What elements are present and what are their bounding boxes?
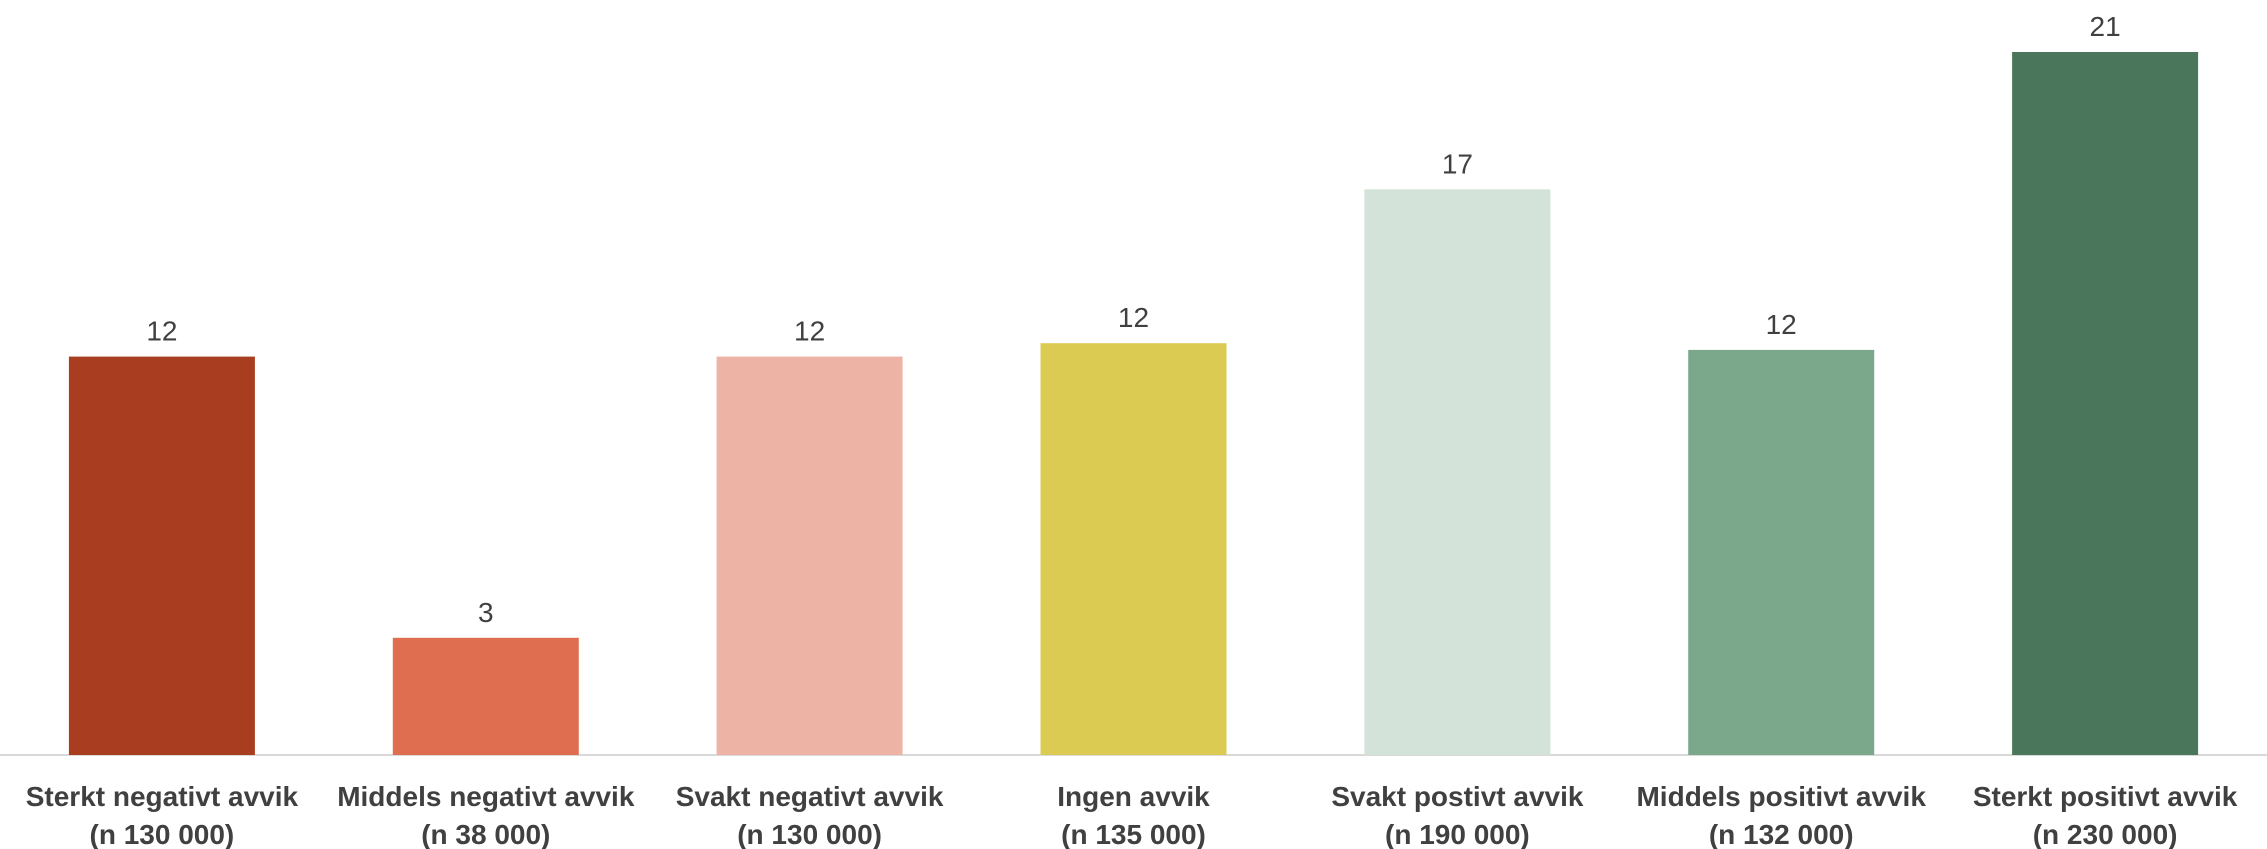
category-label-4: Ingen avvik <box>1057 781 1210 812</box>
data-labels-group: 12 3 12 12 17 12 21 <box>146 11 2120 628</box>
category-label-7: Sterkt positivt avvik <box>1973 781 2238 812</box>
category-label-2: Middels negativt avvik <box>337 781 635 812</box>
category-count-1: (n 130 000) <box>90 819 235 849</box>
category-label-6: Middels positivt avvik <box>1636 781 1926 812</box>
bar-4 <box>1040 343 1227 755</box>
data-label-7: 21 <box>2090 11 2121 42</box>
category-count-6: (n 132 000) <box>1709 819 1854 849</box>
data-label-5: 17 <box>1442 148 1473 179</box>
category-count-5: (n 190 000) <box>1385 819 1530 849</box>
data-label-2: 3 <box>478 597 494 628</box>
category-count-3: (n 130 000) <box>737 819 882 849</box>
data-label-1: 12 <box>146 316 177 347</box>
category-label-1: Sterkt negativt avvik <box>26 781 299 812</box>
category-label-3: Svakt negativt avvik <box>676 781 944 812</box>
category-count-2: (n 38 000) <box>421 819 550 849</box>
data-label-3: 12 <box>794 316 825 347</box>
bar-7 <box>2012 52 2199 755</box>
category-count-4: (n 135 000) <box>1061 819 1206 849</box>
category-count-7: (n 230 000) <box>2033 819 2178 849</box>
data-label-6: 12 <box>1766 309 1797 340</box>
category-label-5: Svakt postivt avvik <box>1331 781 1584 812</box>
bar-6 <box>1688 349 1875 755</box>
bar-2 <box>392 637 579 755</box>
category-labels-group: Sterkt negativt avvik (n 130 000) Middels … <box>26 781 2238 849</box>
bar-5 <box>1364 189 1551 756</box>
data-label-4: 12 <box>1118 302 1149 333</box>
bars-group <box>68 52 2199 756</box>
bar-1 <box>68 356 255 755</box>
bar-3 <box>716 356 903 755</box>
